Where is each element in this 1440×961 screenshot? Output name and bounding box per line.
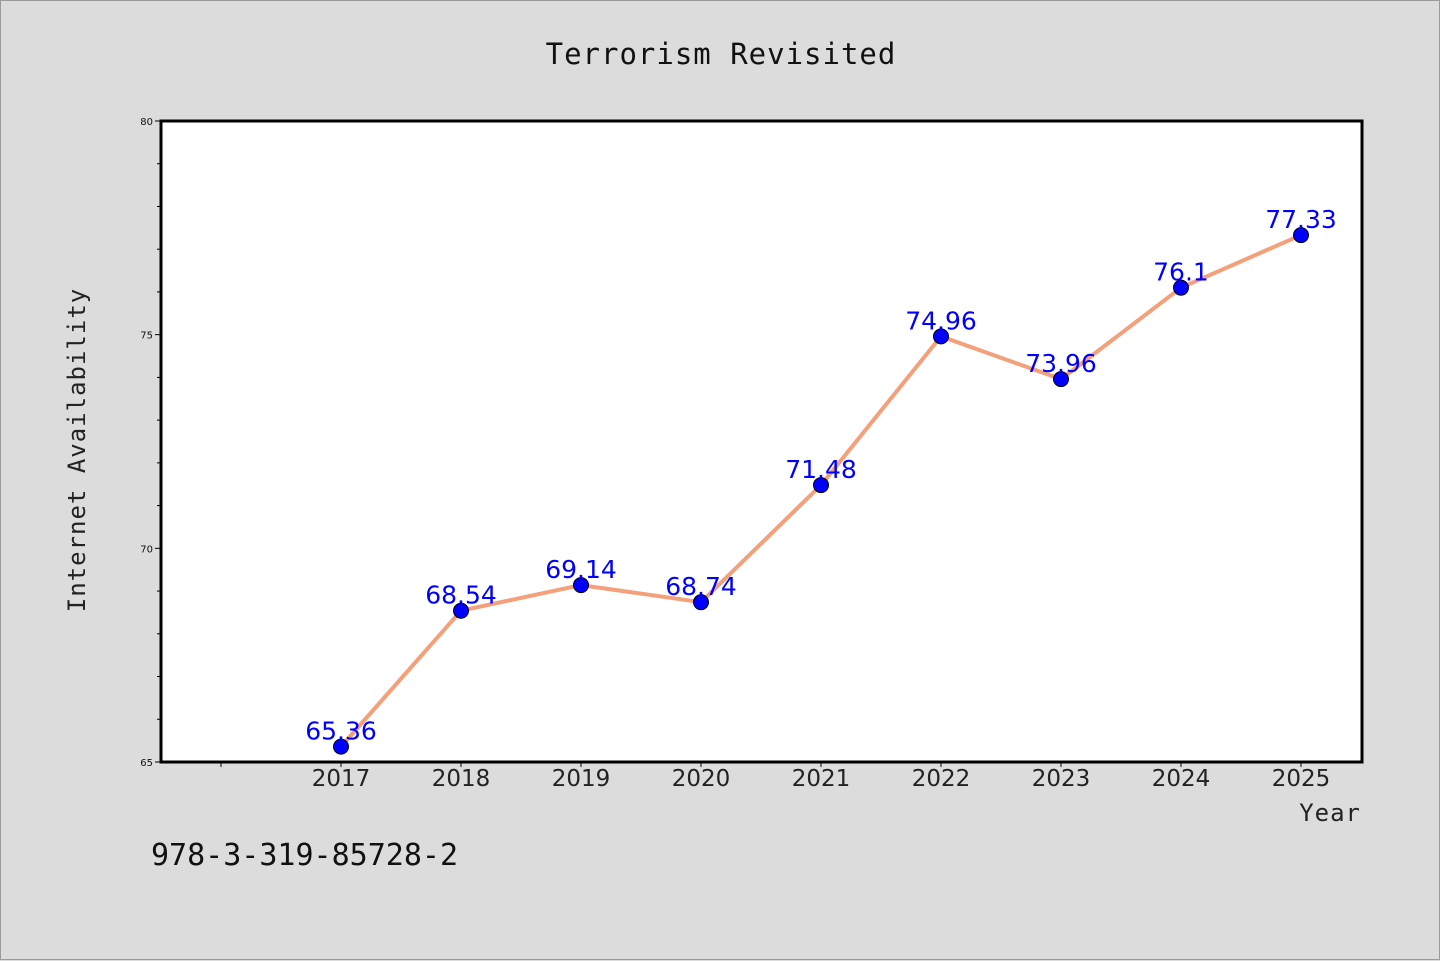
plot-area <box>159 119 1364 764</box>
y-axis-ticks: 65 70 75 80 <box>140 117 161 769</box>
data-label: 68.74 <box>665 572 737 601</box>
isbn-text: 978-3-319-85728-2 <box>151 838 458 873</box>
data-label: 71.48 <box>785 455 857 484</box>
x-tick-label: 2018 <box>432 766 491 792</box>
x-tick-label: 2021 <box>792 766 851 792</box>
y-tick-label: 65 <box>140 758 153 769</box>
data-point <box>1173 279 1189 296</box>
x-tick-label: 2023 <box>1032 766 1091 792</box>
x-tick-label: 2017 <box>312 766 371 792</box>
data-point <box>453 602 469 619</box>
series-layer: 65.36 68.54 69.14 68.74 71.48 74.96 73.96 76.1 7… <box>305 205 1337 755</box>
data-point <box>333 738 349 755</box>
data-label: 76.1 <box>1153 258 1209 287</box>
y-axis-label: Internet Availability <box>63 288 91 612</box>
data-point <box>1053 371 1069 388</box>
y-tick-label: 75 <box>140 331 153 342</box>
x-axis-ticks: 2017 2018 2019 2020 2021 2022 2023 2024 2025 <box>220 762 1331 792</box>
x-tick-label: 2022 <box>912 766 971 792</box>
y-tick-label: 80 <box>140 117 153 128</box>
data-point <box>813 477 829 494</box>
x-tick-label: 2019 <box>552 766 611 792</box>
data-label: 74.96 <box>905 306 977 335</box>
data-label: 73.96 <box>1025 349 1097 378</box>
data-label: 77.33 <box>1265 205 1337 234</box>
chart-title: Terrorism Revisited <box>546 37 897 71</box>
data-point <box>1293 227 1309 244</box>
x-tick-label: 2020 <box>672 766 731 792</box>
data-point <box>573 577 589 594</box>
x-tick-label: 2024 <box>1152 766 1211 792</box>
data-label: 65.36 <box>305 717 377 746</box>
data-point <box>933 328 949 345</box>
x-tick-label: 2025 <box>1272 766 1331 792</box>
data-label: 69.14 <box>545 555 617 584</box>
data-point <box>693 594 709 611</box>
data-label: 68.54 <box>425 581 497 610</box>
y-tick-label: 70 <box>140 544 153 555</box>
x-axis-label: Year <box>1299 799 1361 827</box>
